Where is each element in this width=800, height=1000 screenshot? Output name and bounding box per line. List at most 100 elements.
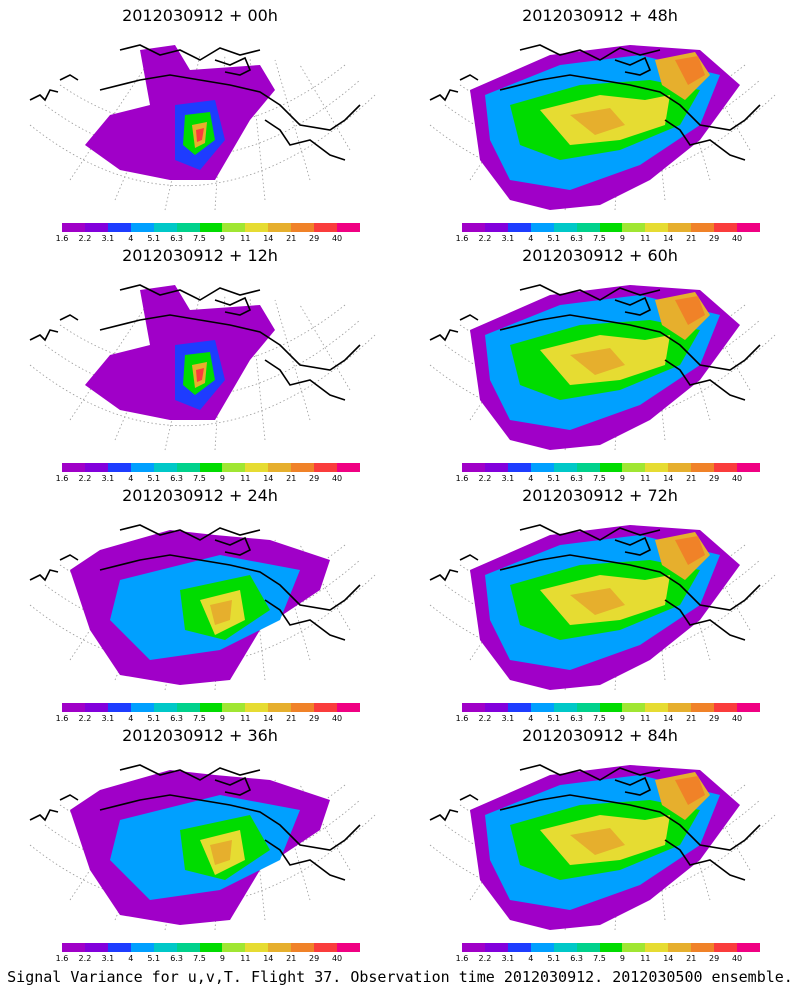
colorbar-swatch [291,223,315,232]
colorbar-level-label: 5.1 [147,474,161,483]
variance-contour-4 [570,108,625,135]
forecast-panel-24h: 2012030912 + 24h 1.6 2.2 3.1 4 5.1 6.3 7.5 9 11 14… [0,480,400,723]
colorbar-level-label: 40 [331,474,343,483]
colorbar-swatch [714,463,738,472]
colorbar-level-label: 29 [309,714,320,723]
colorbar-swatch [199,943,223,952]
colorbar-swatch [507,943,531,952]
colorbar-level-label: 1.6 [55,474,69,483]
variance-field [470,765,740,930]
variance-field [470,45,740,210]
colorbar-swatch [507,223,531,232]
colorbar-swatch [553,223,577,232]
colorbar-swatch [245,463,269,472]
variance-map [429,524,776,691]
colorbar-swatch [462,703,485,712]
colorbar-level-label: 6.3 [170,474,183,483]
colorbar-swatch [176,223,200,232]
colorbar-level-label: 4 [528,714,534,723]
colorbar-swatch [314,703,338,712]
colorbar-swatch [62,463,85,472]
colorbar-labels: 1.6 2.2 3.1 4 5.1 6.3 7.5 9 11 14 21 29 40 [400,714,800,724]
colorbar-swatch [714,943,738,952]
forecast-panel-36h: 2012030912 + 36h 1.6 2.2 3.1 4 5.1 6.3 7.5 9 11 14… [0,720,400,963]
colorbar-swatch [107,943,131,952]
variance-contour-6 [675,536,705,565]
colorbar-swatch [222,223,246,232]
colorbar-level-label: 21 [286,474,297,483]
colorbar-swatch [130,463,154,472]
colorbar [62,223,360,232]
coastline [29,524,361,641]
colorbar-level-label: 1.6 [55,234,69,243]
colorbar-swatch [691,223,715,232]
colorbar-level-label: 11 [240,714,251,723]
variance-field [85,45,275,180]
colorbar-swatch [507,463,531,472]
colorbar-swatch [484,463,508,472]
colorbar-swatch [176,703,200,712]
colorbar-swatch [199,223,223,232]
colorbar [462,943,760,952]
forecast-panel-60h: 2012030912 + 60h 1.6 2.2 3.1 4 5.1 6.3 7.5 9 11 14… [400,240,800,483]
colorbar-swatch [130,223,154,232]
colorbar-level-label: 6.3 [570,474,583,483]
colorbar-level-label: 2.2 [478,234,492,243]
colorbar-level-label: 29 [309,234,320,243]
colorbar-swatch [530,703,554,712]
colorbar-level-label: 3.1 [501,474,515,483]
colorbar-swatch [176,463,200,472]
forecast-panel-48h: 2012030912 + 48h 1.6 2.2 3.1 4 5.1 6.3 7.5 9 11 14… [400,0,800,243]
colorbar-swatch [576,463,600,472]
colorbar-swatch [737,703,760,712]
colorbar-swatch [245,943,269,952]
colorbar-swatch [645,223,669,232]
colorbar-level-label: 5.1 [547,474,561,483]
colorbar-level-label: 9 [219,714,225,723]
variance-map [29,764,376,931]
colorbar-swatch [484,943,508,952]
variance-contour-4 [570,348,625,375]
colorbar-swatch [668,943,692,952]
variance-contour-4 [196,368,204,382]
colorbar-level-label: 21 [686,954,697,963]
variance-contour-6 [675,776,705,805]
colorbar-level-label: 29 [709,714,720,723]
variance-field [470,525,740,690]
colorbar-swatch [153,223,177,232]
colorbar-swatch [691,463,715,472]
variance-field [470,285,740,450]
colorbar-swatch [553,703,577,712]
colorbar-level-label: 21 [686,474,697,483]
colorbar-swatch [291,943,315,952]
colorbar-level-label: 5.1 [147,234,161,243]
colorbar-swatch [714,703,738,712]
colorbar-level-label: 21 [286,714,297,723]
colorbar-swatch [576,703,600,712]
variance-map [429,764,776,931]
colorbar-level-label: 11 [640,714,651,723]
variance-map [429,44,776,211]
colorbar-swatch [130,943,154,952]
variance-contour-4 [196,128,204,142]
colorbar-level-label: 9 [619,954,625,963]
coastline [29,284,361,401]
colorbar-swatch [337,223,360,232]
panel-title: 2012030912 + 84h [522,726,678,745]
figure-caption: Signal Variance for u,v,T. Flight 37. Ob… [7,968,793,986]
colorbar-swatch [737,223,760,232]
colorbar-level-label: 1.6 [455,954,469,963]
variance-contour-4 [210,600,232,625]
variance-map [429,284,776,451]
colorbar-level-label: 4 [128,234,134,243]
colorbar-level-label: 2.2 [78,474,92,483]
colorbar-level-label: 14 [663,954,674,963]
colorbar-level-label: 9 [219,954,225,963]
colorbar-level-label: 14 [663,714,674,723]
colorbar-swatch [645,463,669,472]
coastline [29,764,361,881]
colorbar-swatch [576,223,600,232]
colorbar-level-label: 4 [528,474,534,483]
colorbar-swatch [668,463,692,472]
colorbar-swatch [268,463,292,472]
